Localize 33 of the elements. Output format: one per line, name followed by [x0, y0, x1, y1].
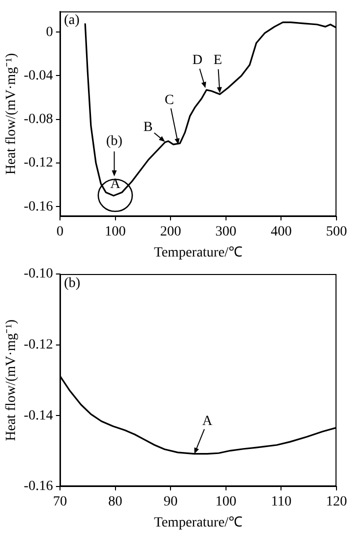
x-tick-label: 500: [326, 224, 347, 240]
x-tick-label: 300: [215, 224, 236, 240]
annotation: (b): [106, 134, 122, 150]
x-tick-label: 100: [215, 494, 236, 510]
y-tick-label: -0.16: [24, 199, 53, 214]
x-tick-label: 70: [52, 494, 67, 510]
annotation: B: [143, 120, 153, 135]
annotation: (b): [64, 276, 80, 291]
y-tick-label: -0.10: [24, 266, 53, 282]
y-tick-label: -0.12: [24, 337, 53, 352]
x-tick-label: 90: [164, 494, 178, 510]
annotation: D: [192, 53, 202, 68]
y-tick-label: 0: [46, 24, 53, 40]
x-tick-label: 400: [270, 224, 292, 240]
y-tick-label: -0.14: [24, 408, 53, 424]
x-tick-label: 80: [108, 494, 122, 510]
y-tick-label: -0.12: [24, 156, 53, 171]
y-axis-title: Heat flow/(mV·mg⁻¹): [4, 319, 20, 441]
annotation: C: [164, 92, 174, 108]
y-tick-label: -0.04: [24, 68, 53, 84]
y-tick-label: -0.16: [24, 479, 53, 494]
y-axis-title: Heat flow/(mV·mg⁻¹): [4, 52, 20, 175]
x-tick-label: 0: [56, 224, 64, 240]
y-tick-label: -0.08: [24, 112, 53, 128]
x-tick-label: 200: [160, 224, 182, 240]
annotation: (a): [64, 13, 80, 28]
x-axis-title: Temperature/℃: [154, 245, 242, 260]
annotation: A: [202, 414, 212, 429]
x-tick-label: 110: [270, 494, 292, 510]
x-axis-title: Temperature/℃: [154, 515, 242, 530]
x-tick-label: 100: [104, 224, 126, 240]
x-tick-label: 120: [326, 494, 347, 510]
annotation: E: [214, 53, 222, 68]
